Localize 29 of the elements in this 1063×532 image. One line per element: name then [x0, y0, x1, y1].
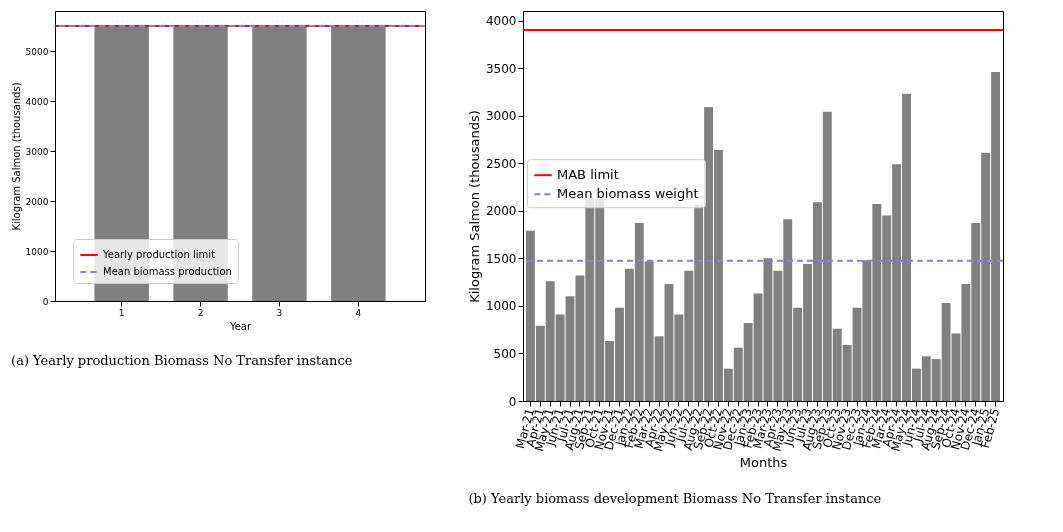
y-tick-label: 3000: [485, 109, 517, 124]
text: (a) Yearly production Biomass No Transfer instance: [11, 353, 353, 368]
x-axis-title: Year: [228, 320, 252, 332]
y-tick-label: 4000: [25, 96, 49, 107]
y-tick-label: 5000: [25, 46, 49, 57]
x-tick-label: 3: [276, 307, 283, 318]
y-axis-title: Kilogram Salmon (thousands): [10, 82, 22, 231]
y-tick-label: 1000: [25, 246, 49, 257]
y-tick-label: 1000: [485, 299, 517, 314]
x-axis-title: Months: [739, 454, 788, 470]
y-tick-label: 2500: [485, 156, 517, 171]
x-tick-label: 2: [197, 307, 204, 318]
x-tick-label: 1: [118, 307, 125, 318]
y-tick-label: 2000: [25, 196, 49, 207]
y-axis-title: Kilogram Salmon (thousands): [466, 110, 482, 303]
y-tick-label: 2000: [485, 204, 517, 219]
y-tick-label: 500: [493, 346, 517, 361]
y-tick-label: 1500: [485, 251, 517, 266]
legend-label: Mean biomass weight: [557, 186, 699, 202]
y-tick-label: 3500: [485, 61, 517, 76]
legend-label: Mean biomass production: [103, 266, 232, 277]
y-tick-label: 0: [42, 296, 49, 307]
y-tick-label: 3000: [25, 146, 49, 157]
legend-label: Yearly production limit: [102, 249, 215, 260]
y-tick-label: 0: [508, 394, 517, 409]
x-tick-label: 4: [355, 307, 362, 318]
y-tick-label: 4000: [485, 14, 517, 29]
legend-label: MAB limit: [557, 167, 619, 183]
text: (b) Yearly biomass development Biomass No Transfer instance: [468, 491, 882, 507]
